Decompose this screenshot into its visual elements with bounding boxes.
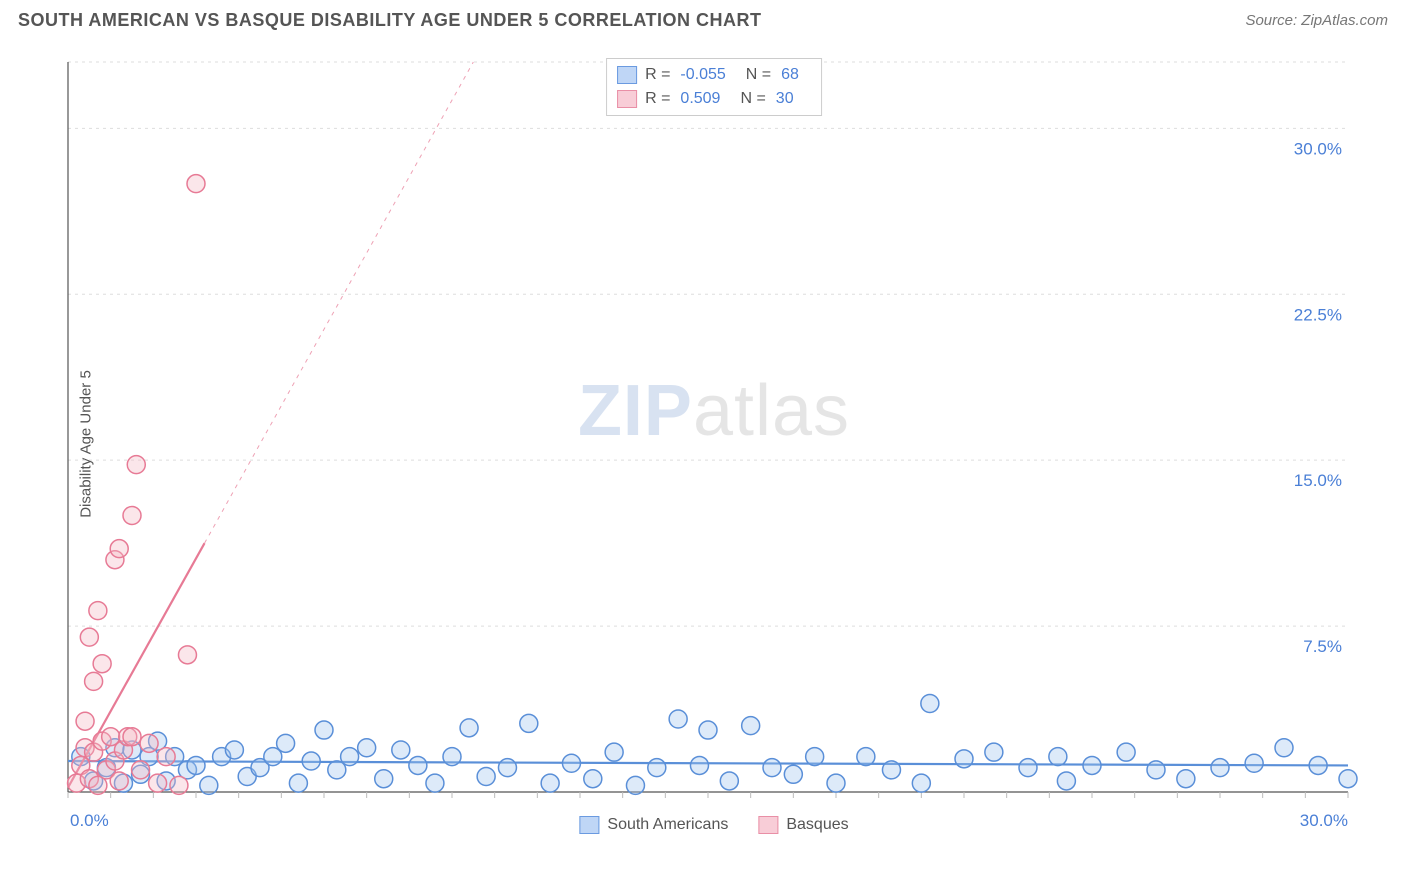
svg-text:15.0%: 15.0% [1294,471,1342,490]
legend-item-south-americans: South Americans [579,816,728,834]
chart-title: SOUTH AMERICAN VS BASQUE DISABILITY AGE … [18,10,762,31]
legend-item-basques: Basques [758,816,848,834]
legend-swatch-blue [617,66,637,84]
legend-correlation: R = -0.055 N = 68 R = 0.509 N = 30 [606,58,822,116]
n-value: 68 [781,63,799,87]
r-value: -0.055 [680,63,725,87]
svg-text:7.5%: 7.5% [1303,637,1342,656]
svg-text:30.0%: 30.0% [1294,139,1342,158]
legend-label: South Americans [607,816,728,834]
legend-row-2: R = 0.509 N = 30 [617,87,811,111]
r-value: 0.509 [680,87,720,111]
legend-swatch-blue [579,816,599,834]
n-label: N = [740,87,765,111]
legend-series: South Americans Basques [579,816,848,834]
legend-row-1: R = -0.055 N = 68 [617,63,811,87]
svg-text:22.5%: 22.5% [1294,305,1342,324]
svg-text:30.0%: 30.0% [1300,811,1348,830]
chart-container: Disability Age Under 5 ZIPatlas R = -0.0… [18,44,1388,844]
n-value: 30 [776,87,794,111]
scatter-plot-svg: 7.5% 15.0% 22.5% 30.0% 0.0% 30.0% [64,52,1364,832]
n-label: N = [746,63,771,87]
svg-text:0.0%: 0.0% [70,811,109,830]
plot-area: ZIPatlas R = -0.055 N = 68 R = 0.509 N =… [64,52,1364,832]
legend-label: Basques [786,816,848,834]
legend-swatch-pink [758,816,778,834]
r-label: R = [645,63,670,87]
source-attribution: Source: ZipAtlas.com [1245,12,1388,29]
r-label: R = [645,87,670,111]
legend-swatch-pink [617,90,637,108]
